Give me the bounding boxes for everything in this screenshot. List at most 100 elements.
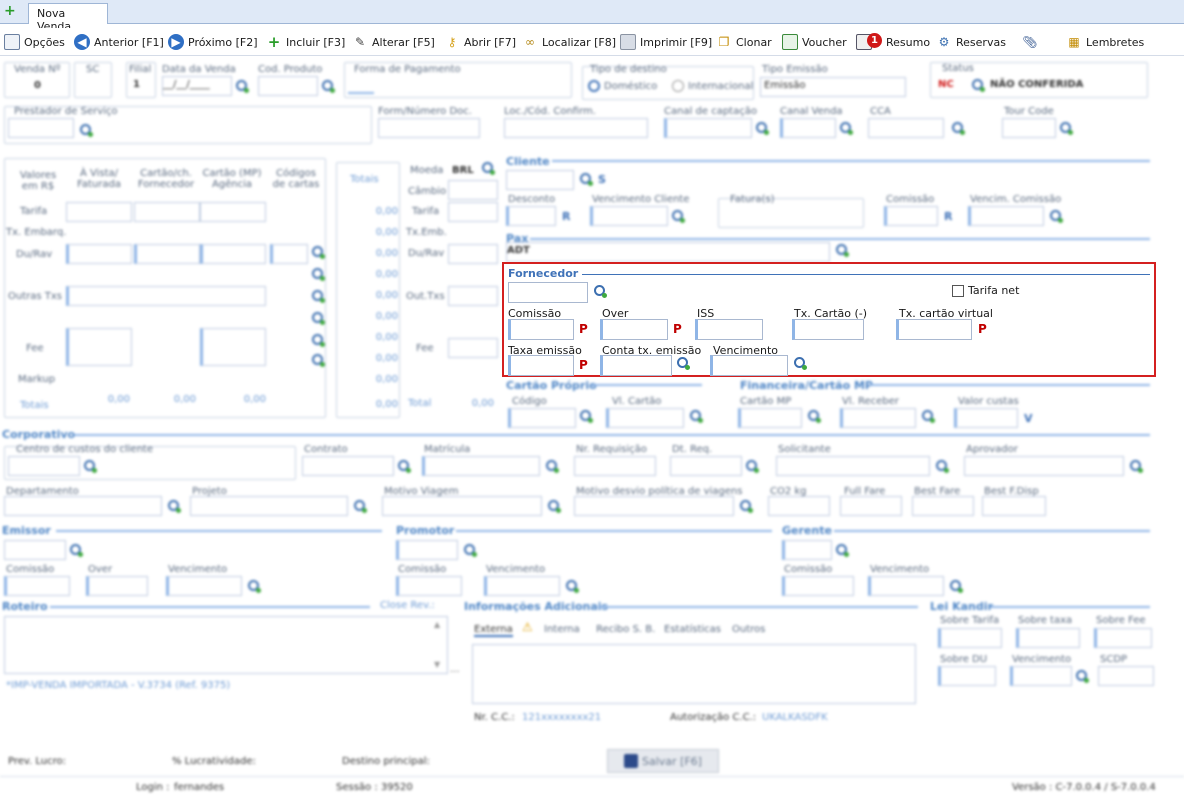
alterar-button[interactable]: ✎ Alterar [F5]: [352, 33, 435, 51]
abrir-button[interactable]: ⚷ Abrir [F7]: [444, 33, 516, 51]
emissor-over-field[interactable]: [86, 576, 148, 596]
tx-cartao-field[interactable]: [792, 319, 864, 340]
tab-nova-venda[interactable]: Nova Venda: [28, 3, 108, 33]
sobre-tarifa-field[interactable]: [938, 628, 1002, 648]
search-icon[interactable]: [312, 334, 326, 348]
search-icon[interactable]: [312, 290, 326, 304]
search-icon[interactable]: [594, 285, 608, 299]
projeto-field[interactable]: [190, 496, 348, 516]
cambio-field[interactable]: [448, 180, 498, 200]
sobre-du-field[interactable]: [938, 666, 996, 686]
fornecedor-over-field[interactable]: [600, 319, 668, 340]
du-field[interactable]: [200, 244, 266, 264]
search-icon[interactable]: [548, 500, 562, 514]
canal-venda-field[interactable]: [780, 118, 836, 138]
aprovador-field[interactable]: [964, 456, 1124, 476]
search-icon[interactable]: [312, 246, 326, 260]
search-icon[interactable]: [1060, 122, 1074, 136]
promotor-comissao-field[interactable]: [396, 576, 462, 596]
search-icon[interactable]: [70, 544, 84, 558]
fee-field[interactable]: [200, 328, 266, 366]
tipo-emissao-select[interactable]: Emissão: [760, 77, 906, 97]
emissor-comissao-field[interactable]: [4, 576, 70, 596]
tab-outros[interactable]: Outros: [732, 624, 766, 635]
tarifa-net-checkbox[interactable]: [952, 285, 964, 297]
lk-vencimento-field[interactable]: [1010, 666, 1072, 686]
scroll-down-icon[interactable]: ▼: [434, 660, 441, 669]
search-icon[interactable]: [354, 500, 368, 514]
search-icon[interactable]: [952, 122, 966, 136]
search-icon[interactable]: [248, 580, 262, 594]
valor-custas-field[interactable]: [954, 408, 1018, 428]
search-icon[interactable]: [950, 580, 964, 594]
gerente-field[interactable]: [782, 540, 832, 560]
info-externa-textarea[interactable]: [472, 644, 916, 704]
search-icon[interactable]: [1076, 670, 1090, 684]
anterior-button[interactable]: ◀ Anterior [F1]: [74, 33, 164, 51]
clonar-button[interactable]: ❐ Clonar: [716, 33, 772, 51]
search-icon[interactable]: [808, 410, 822, 424]
taxa-emissao-field[interactable]: [508, 355, 574, 376]
tarifa-field[interactable]: [200, 202, 266, 222]
search-icon[interactable]: [677, 357, 691, 371]
tx-cartao-virtual-field[interactable]: [896, 319, 972, 340]
du-field[interactable]: [448, 244, 498, 264]
incluir-button[interactable]: + Incluir [F3]: [267, 33, 346, 51]
new-tab-icon[interactable]: +: [4, 3, 16, 19]
vl-cartao-field[interactable]: [606, 408, 684, 428]
reservas-button[interactable]: ⚙ Reservas: [936, 33, 1006, 51]
lembretes-button[interactable]: ▦ Lembretes: [1066, 33, 1144, 51]
fee-field[interactable]: [448, 338, 498, 358]
domestico-radio[interactable]: [588, 80, 600, 92]
search-icon[interactable]: [322, 80, 336, 94]
form-numero-doc-field[interactable]: [378, 118, 480, 138]
search-icon[interactable]: [1050, 210, 1064, 224]
tab-recibo[interactable]: Recibo S. B.: [596, 624, 656, 635]
opcoes-button[interactable]: Opções: [4, 33, 65, 51]
codigo-carta-field[interactable]: [270, 244, 308, 264]
search-icon[interactable]: [972, 79, 986, 93]
localizar-button[interactable]: ∞ Localizar [F8]: [522, 33, 616, 51]
scdp-field[interactable]: [1098, 666, 1154, 686]
search-icon[interactable]: [746, 460, 760, 474]
search-icon[interactable]: [580, 410, 594, 424]
fornecedor-vencimento-field[interactable]: [710, 355, 788, 376]
comissao-field[interactable]: [884, 206, 938, 226]
outras-txs-field[interactable]: [448, 286, 498, 306]
departamento-field[interactable]: [4, 496, 162, 516]
dt-req-field[interactable]: [670, 456, 742, 476]
full-fare-field[interactable]: [840, 496, 902, 516]
co2-field[interactable]: [768, 496, 830, 516]
contrato-field[interactable]: [302, 456, 394, 476]
search-icon[interactable]: [580, 173, 594, 187]
proximo-button[interactable]: ▶ Próximo [F2]: [168, 33, 258, 51]
fee-field[interactable]: [66, 328, 132, 366]
search-icon[interactable]: [312, 354, 326, 368]
promotor-vencimento-field[interactable]: [484, 576, 560, 596]
solicitante-field[interactable]: [776, 456, 930, 476]
search-icon[interactable]: [482, 162, 496, 176]
search-icon[interactable]: [84, 460, 98, 474]
gerente-comissao-field[interactable]: [782, 576, 854, 596]
matricula-field[interactable]: [422, 456, 540, 476]
centro-custos-field[interactable]: [8, 456, 80, 476]
search-icon[interactable]: [312, 312, 326, 326]
close-rev-link[interactable]: Close Rev.:: [380, 600, 435, 611]
motivo-viagem-field[interactable]: [382, 496, 542, 516]
sobre-fee-field[interactable]: [1094, 628, 1152, 648]
vl-receber-field[interactable]: [840, 408, 916, 428]
emissor-field[interactable]: [4, 540, 66, 560]
attachment-button[interactable]: 📎︎: [1022, 33, 1042, 51]
sobre-taxa-field[interactable]: [1016, 628, 1080, 648]
best-fare-field[interactable]: [912, 496, 974, 516]
tab-externa[interactable]: Externa: [474, 624, 513, 637]
fornecedor-comissao-field[interactable]: [508, 319, 574, 340]
fornecedor-iss-field[interactable]: [695, 319, 763, 340]
cartao-mp-field[interactable]: [738, 408, 802, 428]
codigo-field[interactable]: [508, 408, 576, 428]
prestador-field[interactable]: [8, 118, 74, 138]
imprimir-button[interactable]: Imprimir [F9]: [620, 33, 712, 51]
canal-captacao-field[interactable]: [664, 118, 752, 138]
pax-field[interactable]: ADT: [506, 242, 830, 262]
search-icon[interactable]: [794, 357, 808, 371]
